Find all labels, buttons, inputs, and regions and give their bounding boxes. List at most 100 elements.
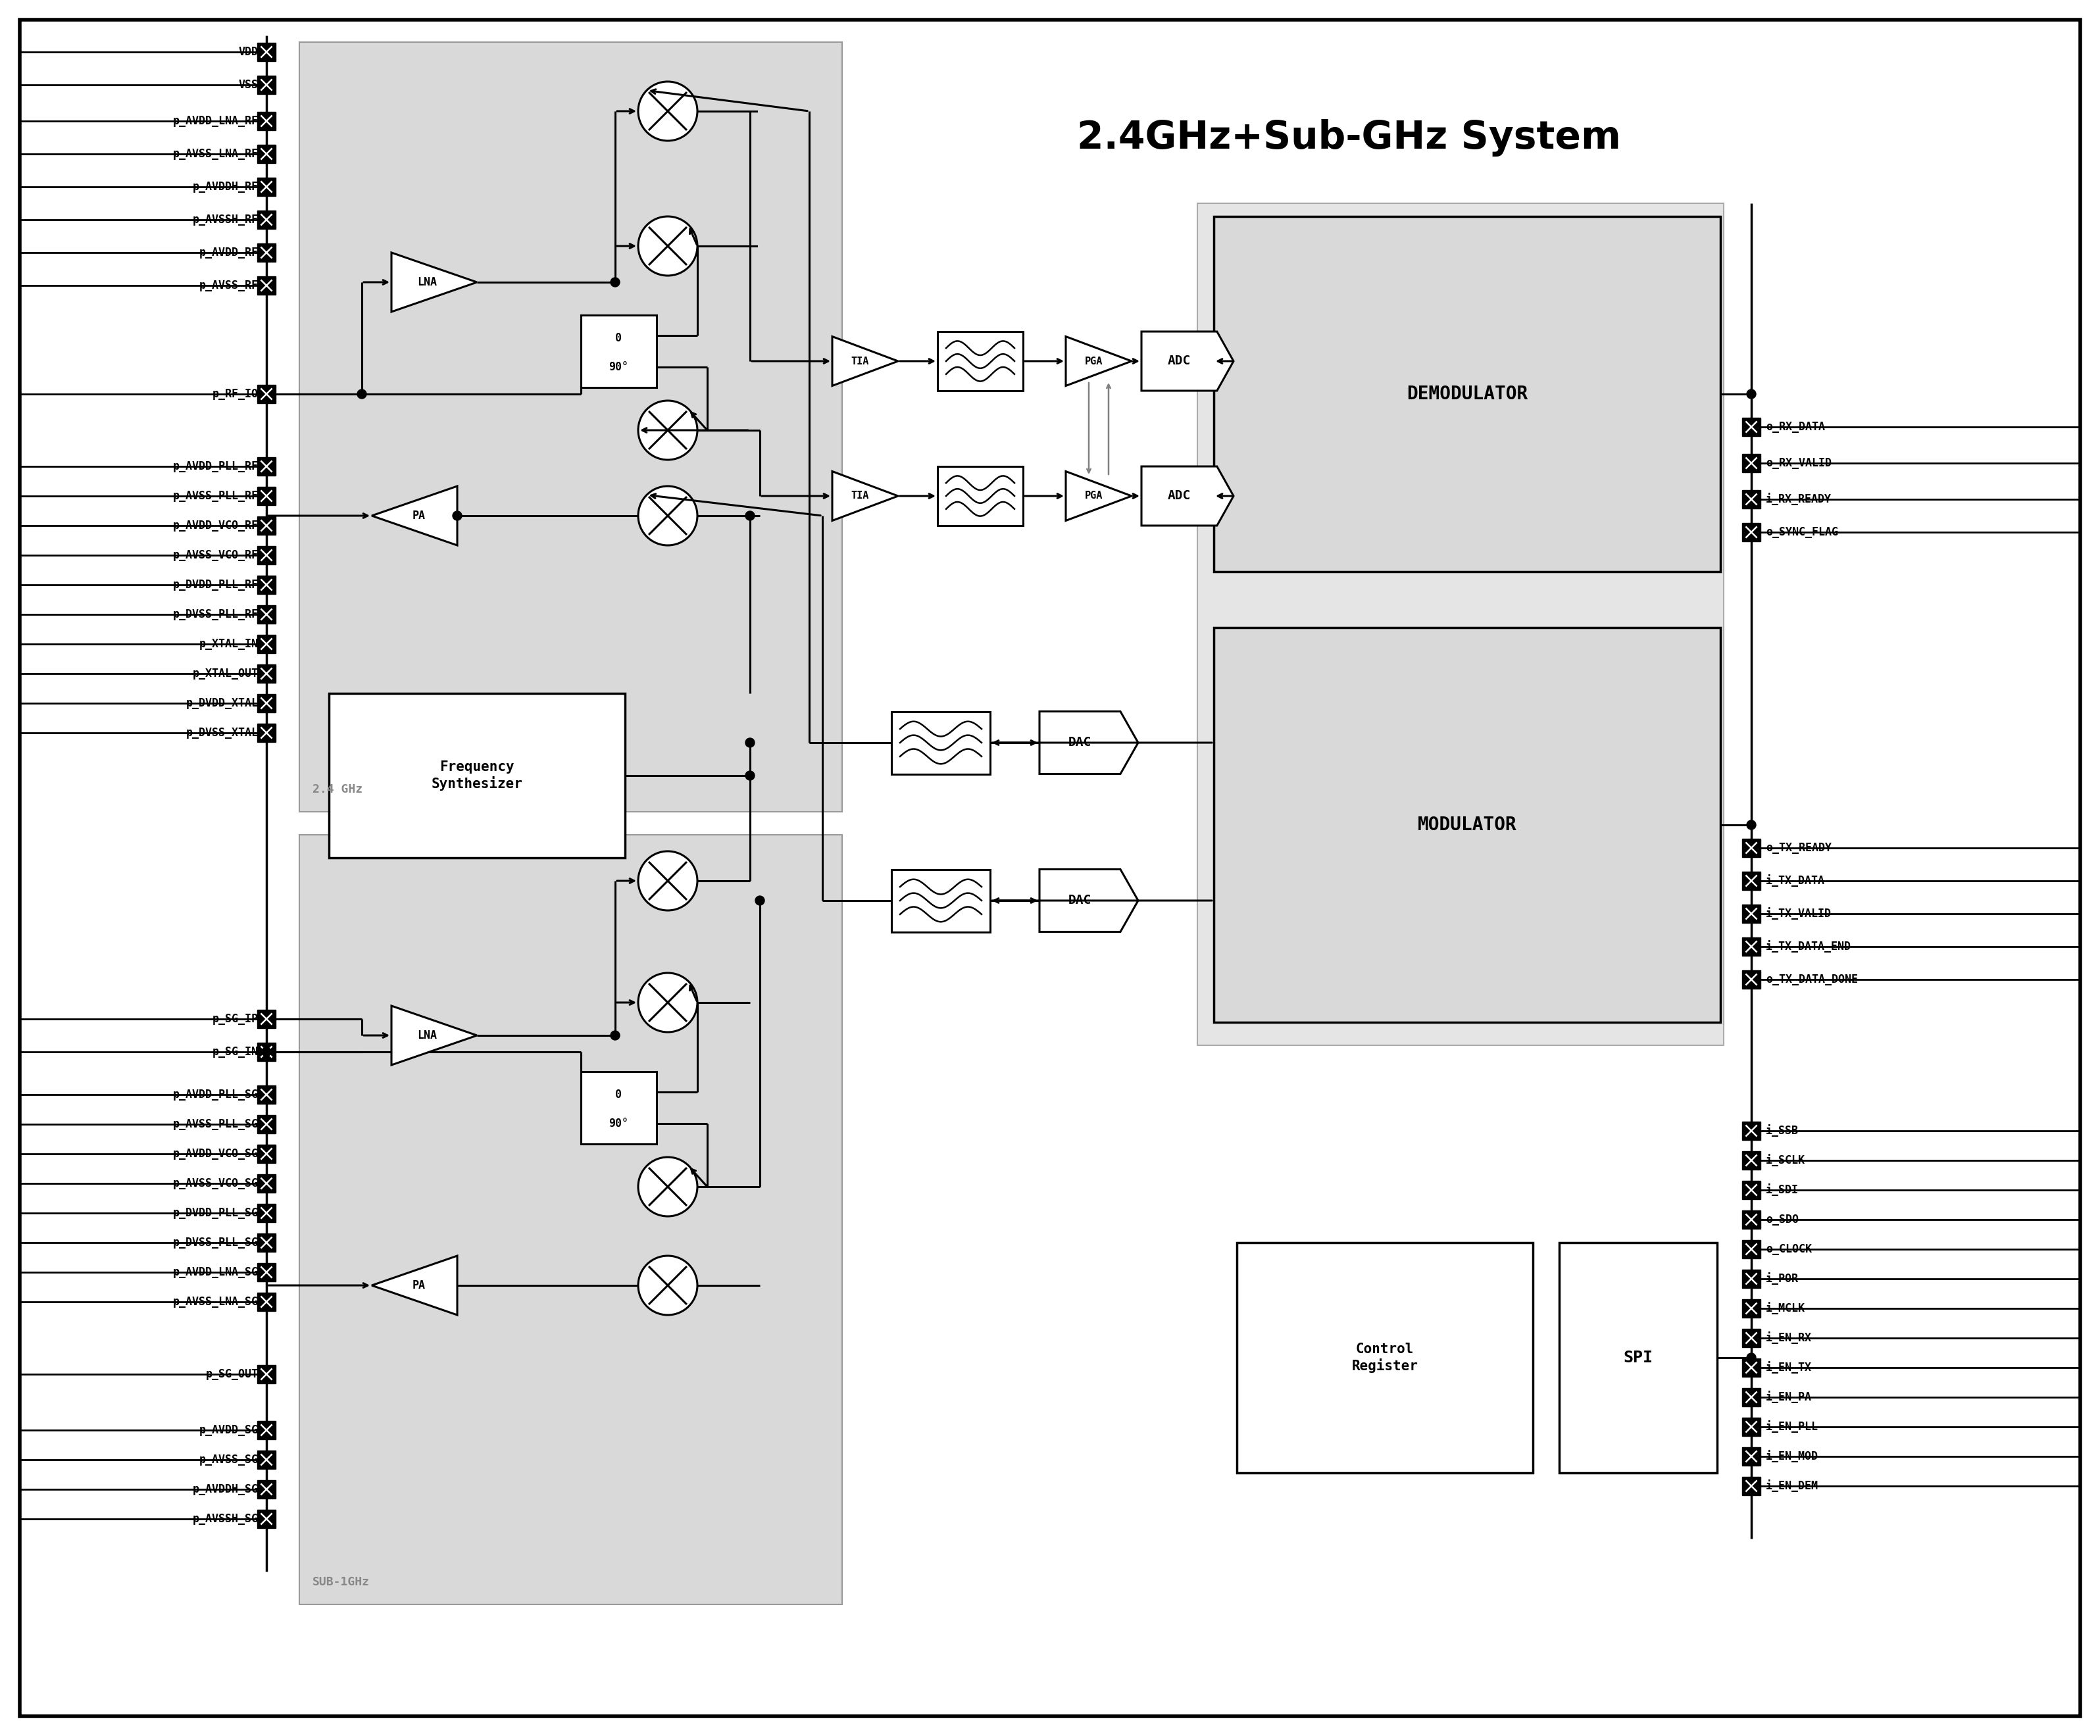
Text: TIA: TIA <box>850 491 869 502</box>
Text: p_DVDD_PLL_SG: p_DVDD_PLL_SG <box>172 1207 258 1219</box>
Text: 90°: 90° <box>609 1118 628 1130</box>
Text: i_SSB: i_SSB <box>1766 1125 1800 1137</box>
Bar <box>1743 1240 1760 1259</box>
Bar <box>300 42 842 812</box>
Polygon shape <box>1142 467 1233 526</box>
Text: Control
Register: Control Register <box>1352 1342 1418 1373</box>
Text: o_RX_VALID: o_RX_VALID <box>1766 457 1831 469</box>
Text: ADC: ADC <box>1168 490 1191 502</box>
Bar <box>1743 1477 1760 1495</box>
Text: o_CLOCK: o_CLOCK <box>1766 1243 1812 1255</box>
Bar <box>580 316 655 387</box>
Bar <box>937 467 1023 526</box>
Bar <box>256 665 275 682</box>
Text: p_DVSS_PLL_SG: p_DVSS_PLL_SG <box>172 1236 258 1248</box>
Text: p_SG_OUT: p_SG_OUT <box>206 1368 258 1380</box>
Text: p_DVSS_XTAL: p_DVSS_XTAL <box>187 727 258 740</box>
Bar <box>1214 217 1720 571</box>
Text: 2.4GHz+Sub-GHz System: 2.4GHz+Sub-GHz System <box>1077 118 1621 156</box>
Bar <box>890 712 989 774</box>
Circle shape <box>611 278 620 286</box>
Text: DEMODULATOR: DEMODULATOR <box>1407 385 1527 403</box>
Bar <box>256 1510 275 1528</box>
Text: LNA: LNA <box>418 276 437 288</box>
Circle shape <box>1747 389 1756 399</box>
Bar <box>1743 418 1760 436</box>
Bar <box>256 1043 275 1061</box>
Text: p_XTAL_IN: p_XTAL_IN <box>200 639 258 649</box>
Text: 0: 0 <box>615 332 622 344</box>
Polygon shape <box>832 472 899 521</box>
Bar <box>256 606 275 623</box>
Text: p_DVSS_PLL_RF: p_DVSS_PLL_RF <box>172 609 258 620</box>
Text: LNA: LNA <box>418 1029 437 1042</box>
Text: PGA: PGA <box>1084 491 1103 502</box>
Text: p_AVSS_LNA_SG: p_AVSS_LNA_SG <box>172 1295 258 1307</box>
Text: p_AVDD_PLL_RF: p_AVDD_PLL_RF <box>172 460 258 472</box>
Text: VDD: VDD <box>239 47 258 57</box>
Circle shape <box>746 771 754 779</box>
Text: i_EN_RX: i_EN_RX <box>1766 1332 1812 1344</box>
Text: i_EN_PLL: i_EN_PLL <box>1766 1420 1819 1432</box>
Bar <box>256 1364 275 1384</box>
Bar <box>1743 1151 1760 1170</box>
Text: PA: PA <box>412 510 426 521</box>
Text: Frequency
Synthesizer: Frequency Synthesizer <box>431 760 523 790</box>
Text: p_AVSSH_RF: p_AVSSH_RF <box>193 214 258 226</box>
Text: p_AVDD_PLL_SG: p_AVDD_PLL_SG <box>172 1088 258 1101</box>
Text: ADC: ADC <box>1168 354 1191 368</box>
Circle shape <box>1747 821 1756 830</box>
Text: p_AVSS_RF: p_AVSS_RF <box>200 279 258 292</box>
Circle shape <box>746 738 754 746</box>
Bar <box>256 1420 275 1439</box>
Bar <box>890 870 989 932</box>
Bar <box>1743 970 1760 990</box>
Bar <box>256 1264 275 1281</box>
Bar <box>256 1115 275 1134</box>
Polygon shape <box>391 253 477 312</box>
Text: p_AVDD_SG: p_AVDD_SG <box>200 1424 258 1436</box>
Text: PGA: PGA <box>1084 356 1103 366</box>
Text: SUB-1GHz: SUB-1GHz <box>313 1576 370 1588</box>
Polygon shape <box>391 1005 477 1064</box>
Text: PA: PA <box>412 1279 426 1292</box>
Bar <box>1743 1389 1760 1406</box>
Bar <box>256 457 275 476</box>
Text: i_EN_MOD: i_EN_MOD <box>1766 1450 1819 1463</box>
Bar <box>1743 1180 1760 1200</box>
Text: p_AVSS_PLL_SG: p_AVSS_PLL_SG <box>172 1118 258 1130</box>
Bar <box>256 1203 275 1222</box>
Bar <box>256 1144 275 1163</box>
Polygon shape <box>372 1255 458 1314</box>
Text: MODULATOR: MODULATOR <box>1418 816 1516 833</box>
Bar <box>1743 937 1760 957</box>
Text: p_AVDD_LNA_SG: p_AVDD_LNA_SG <box>172 1266 258 1278</box>
Bar <box>256 111 275 130</box>
Text: p_SG_IP: p_SG_IP <box>212 1014 258 1024</box>
Text: i_SDI: i_SDI <box>1766 1184 1800 1196</box>
Circle shape <box>357 389 365 399</box>
Bar <box>1743 523 1760 542</box>
Text: TIA: TIA <box>850 356 869 366</box>
Bar <box>256 576 275 594</box>
Text: p_AVDD_VCO_SG: p_AVDD_VCO_SG <box>172 1147 258 1160</box>
Text: 90°: 90° <box>609 361 628 373</box>
Bar <box>256 243 275 262</box>
Bar <box>1197 203 1724 1045</box>
Bar <box>256 635 275 653</box>
Text: i_TX_DATA: i_TX_DATA <box>1766 875 1825 887</box>
Bar <box>256 76 275 94</box>
Bar <box>1743 1210 1760 1229</box>
Text: p_AVSS_PLL_RF: p_AVSS_PLL_RF <box>172 490 258 502</box>
Circle shape <box>638 82 697 141</box>
Bar <box>256 385 275 403</box>
Text: p_SG_IN: p_SG_IN <box>212 1047 258 1057</box>
Text: o_SYNC_FLAG: o_SYNC_FLAG <box>1766 526 1838 538</box>
Circle shape <box>638 1158 697 1217</box>
Bar <box>1743 871 1760 891</box>
Text: p_AVDDH_RF: p_AVDDH_RF <box>193 181 258 193</box>
Bar <box>300 835 842 1604</box>
Bar <box>1743 1328 1760 1347</box>
Bar <box>256 177 275 196</box>
Bar <box>1743 904 1760 924</box>
